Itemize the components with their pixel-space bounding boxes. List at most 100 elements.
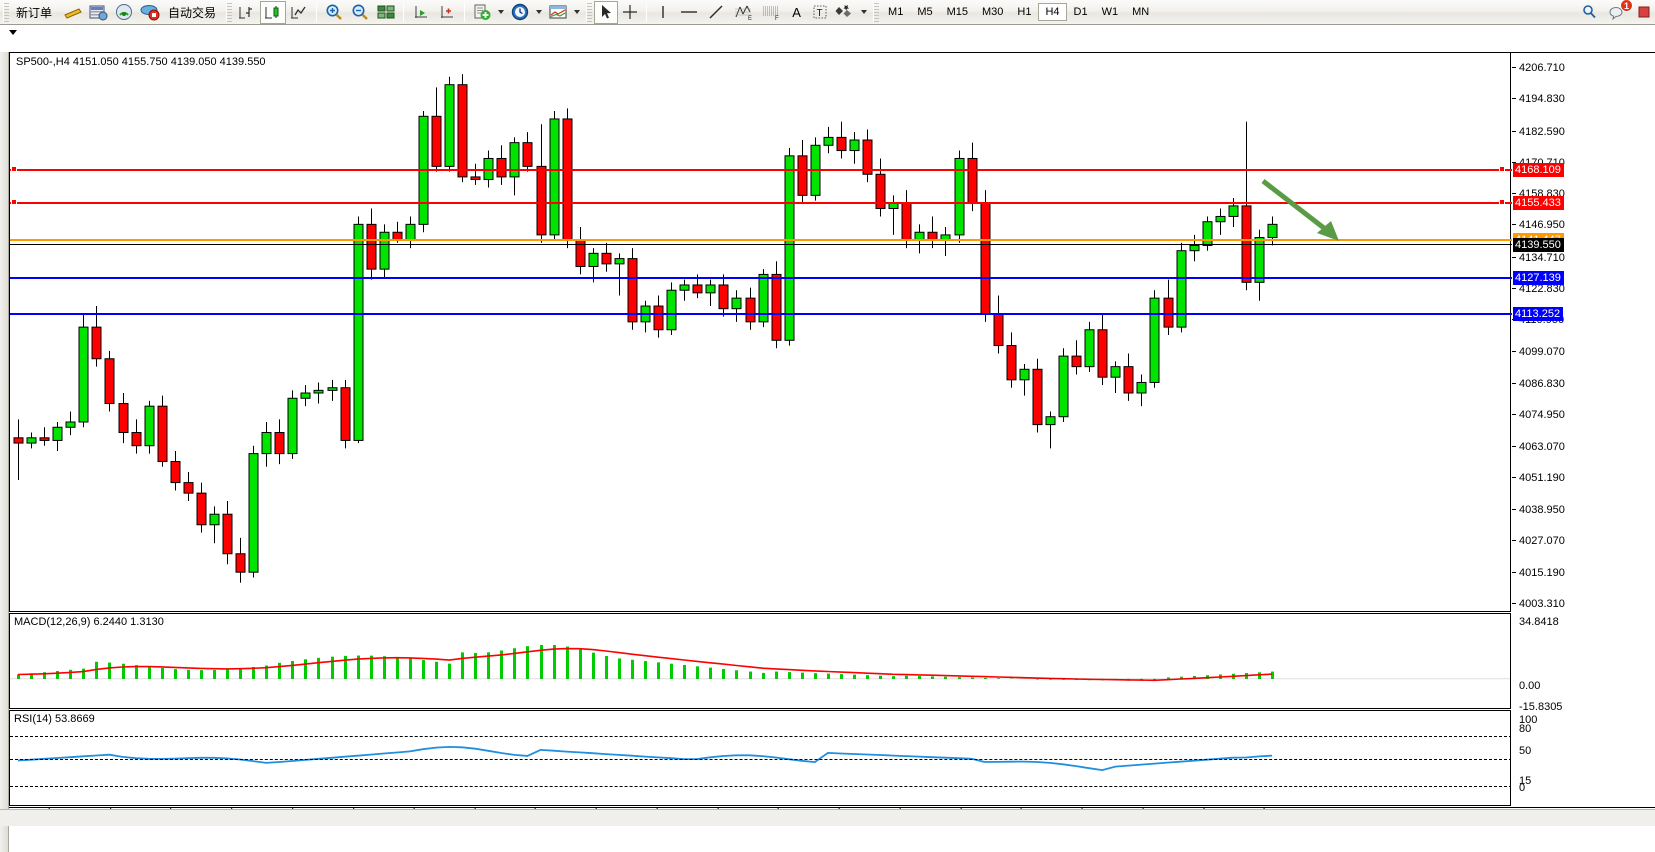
price-tick: 4027.070 <box>1512 535 1565 547</box>
tile-windows-icon[interactable] <box>373 1 399 24</box>
price-tick: 4051.190 <box>1512 472 1565 484</box>
shapes-dropdown-caret[interactable] <box>861 10 868 14</box>
level-line-4113.252[interactable] <box>10 313 1512 316</box>
price-tick: 4003.310 <box>1512 598 1565 610</box>
price-axis-label-4127.139[interactable]: 4127.139 <box>1513 270 1564 285</box>
current-price-axis-label: 4139.550 <box>1513 237 1564 252</box>
timeframe-h1[interactable]: H1 <box>1017 6 1032 18</box>
toolbar-grip-3[interactable] <box>586 2 593 22</box>
zoom-out-icon[interactable] <box>347 1 373 24</box>
fibonacci-icon[interactable]: F <box>757 1 785 24</box>
price-candles <box>13 74 1278 583</box>
timeframe-w1[interactable]: W1 <box>1101 6 1119 18</box>
price-tick: 4134.710 <box>1512 252 1565 264</box>
price-tick: 4122.830 <box>1512 283 1565 295</box>
price-tick: 4194.830 <box>1512 93 1565 105</box>
current-price-line <box>10 243 1512 245</box>
shapes-icon[interactable] <box>832 1 858 24</box>
alerts-count: 1 <box>1620 0 1633 12</box>
add-indicator-icon[interactable] <box>469 1 495 24</box>
maximize-icon[interactable] <box>1632 1 1655 24</box>
level-line-4168.109[interactable] <box>10 168 1512 171</box>
main-toolbar: 新订单 自动交易 <box>0 0 1655 25</box>
level-line-4155.433[interactable] <box>10 202 1512 205</box>
level-handle-right[interactable] <box>1499 165 1505 172</box>
chart-shift-icon[interactable] <box>408 1 434 24</box>
rsi-tick-15: 15 <box>1519 775 1532 787</box>
price-tick: 4038.950 <box>1512 504 1565 516</box>
templates-dropdown-caret[interactable] <box>574 10 581 14</box>
toolbar-grip-2[interactable] <box>226 2 233 22</box>
line-chart-icon[interactable] <box>286 1 312 24</box>
price-tick: 4074.950 <box>1512 409 1565 421</box>
new-order-label: 新订单 <box>16 5 53 20</box>
timeframe-mn[interactable]: MN <box>1132 6 1150 18</box>
new-order-button[interactable]: 新订单 <box>11 1 59 24</box>
price-tick: 4086.830 <box>1512 378 1565 390</box>
timeframe-group: M1 M5 M15 M30 H1 H4 D1 W1 MN <box>881 0 1156 25</box>
terminal-icon[interactable] <box>85 1 111 24</box>
rsi-level-80 <box>10 736 1512 738</box>
price-axis-label-4113.252[interactable]: 4113.252 <box>1513 307 1564 322</box>
price-axis[interactable]: 4206.7104194.8304182.5904170.7104158.830… <box>1511 52 1655 806</box>
price-pane[interactable] <box>9 52 1512 612</box>
rsi-tick-50: 50 <box>1519 745 1532 757</box>
rsi-level-15 <box>10 785 1512 787</box>
text-icon[interactable]: A <box>792 4 801 20</box>
timeframe-m5[interactable]: M5 <box>917 6 933 18</box>
elliott-wave-icon[interactable]: E <box>729 1 757 24</box>
rsi-plot <box>17 745 1273 772</box>
price-axis-label-4155.433[interactable]: 4155.433 <box>1513 196 1564 211</box>
alerts-icon[interactable]: 1 <box>1604 0 1633 24</box>
trendline-icon[interactable] <box>703 1 729 24</box>
zoom-in-icon[interactable] <box>321 1 347 24</box>
signals-icon[interactable] <box>111 1 137 24</box>
rsi-pane[interactable]: RSI(14) 53.8669 <box>9 710 1512 806</box>
level-line-4127.139[interactable] <box>10 276 1512 279</box>
cursor-icon[interactable] <box>594 0 619 24</box>
candlestick-chart-icon[interactable] <box>260 0 287 24</box>
rsi-level-50 <box>10 759 1512 760</box>
rsi-tick-100: 100 <box>1519 714 1538 726</box>
annotation-arrow[interactable] <box>1255 173 1375 263</box>
level-line-4141.447[interactable] <box>10 238 1512 241</box>
macd-pane[interactable]: MACD(12,26,9) 6.2440 1.3130 <box>9 613 1511 709</box>
rsi-label: RSI(14) 53.8669 <box>14 713 95 725</box>
auto-trading-button[interactable]: 自动交易 <box>163 1 223 24</box>
price-axis-label-4168.109[interactable]: 4168.109 <box>1513 162 1564 177</box>
svg-text:F: F <box>775 16 779 21</box>
templates-icon[interactable] <box>545 1 571 24</box>
vertical-line-icon[interactable] <box>651 1 675 24</box>
chart-menu-arrow[interactable] <box>9 30 17 35</box>
level-handle-left[interactable] <box>11 165 17 172</box>
level-handle-right[interactable] <box>1499 199 1505 206</box>
macd-tick-min: -15.8305 <box>1519 701 1563 713</box>
period-clock-icon[interactable] <box>507 1 533 24</box>
period-dropdown-caret[interactable] <box>536 10 543 14</box>
bar-chart-icon[interactable] <box>234 1 260 24</box>
toolbar-grip[interactable] <box>3 2 9 22</box>
search-icon[interactable] <box>1576 1 1604 24</box>
indicator-dropdown-caret[interactable] <box>498 10 505 14</box>
autoscroll-icon[interactable] <box>434 1 460 24</box>
status-bar <box>0 809 1655 826</box>
toolbar-grip-4[interactable] <box>873 2 880 22</box>
level-handle-left[interactable] <box>11 199 17 206</box>
auto-trading-label: 自动交易 <box>168 5 217 20</box>
macd-tick-max: 34.8418 <box>1519 616 1559 628</box>
chart-header-label: SP500-,H4 4151.050 4155.750 4139.050 413… <box>16 56 266 68</box>
gold-bar-icon[interactable] <box>59 1 85 24</box>
timeframe-h4[interactable]: H4 <box>1038 3 1067 21</box>
macd-plot <box>10 644 1510 682</box>
timeframe-m30[interactable]: M30 <box>982 6 1004 18</box>
horizontal-line-icon[interactable] <box>675 1 703 24</box>
timeframe-d1[interactable]: D1 <box>1073 6 1088 18</box>
timeframe-m1[interactable]: M1 <box>888 6 904 18</box>
macd-label: MACD(12,26,9) 6.2440 1.3130 <box>14 616 164 628</box>
crosshair-icon[interactable] <box>618 1 642 24</box>
text-label-icon[interactable]: T <box>808 1 832 24</box>
auto-trading-icon[interactable] <box>137 1 163 24</box>
chart-scrollbar[interactable] <box>0 52 9 852</box>
svg-text:T: T <box>817 8 823 19</box>
timeframe-m15[interactable]: M15 <box>946 6 968 18</box>
